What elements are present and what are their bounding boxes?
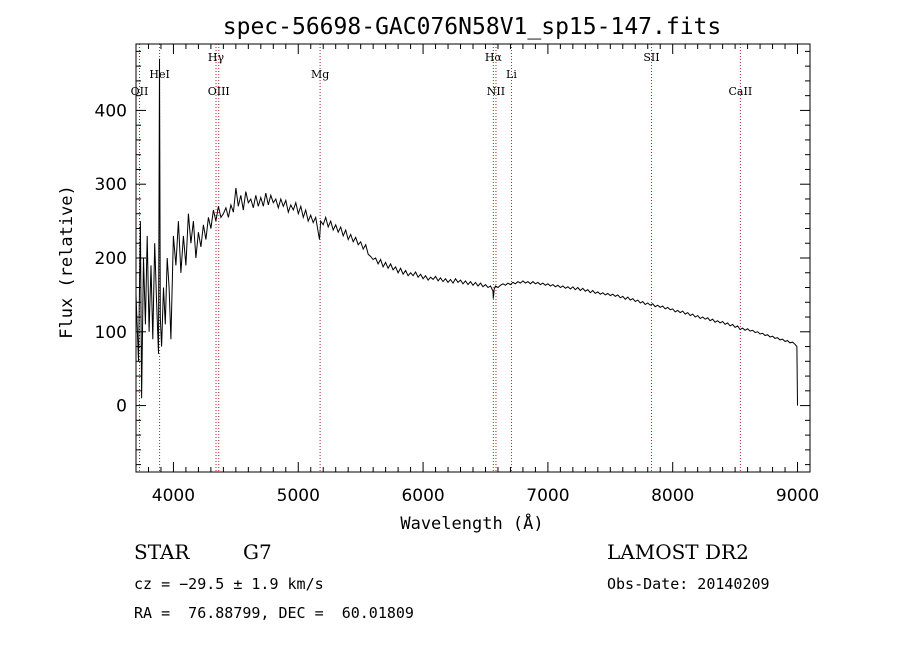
- x-axis-label: Wavelength (Å): [400, 512, 543, 534]
- marker-label: Li: [506, 68, 517, 81]
- x-axis-ticks: 4000 5000 6000 7000 8000 9000: [135, 44, 819, 506]
- survey-name: LAMOST DR2: [607, 540, 749, 564]
- spectrum-line: [135, 58, 798, 406]
- marker-label: Hγ: [208, 51, 225, 64]
- redshift-velocity: cz = −29.5 ± 1.9 km/s: [134, 575, 324, 593]
- chart-title: spec-56698-GAC076N58V1_sp15-147.fits: [223, 14, 722, 40]
- marker-label: OIII: [208, 85, 230, 98]
- y-tick-label: 400: [95, 101, 127, 121]
- x-tick-label: 7000: [526, 486, 569, 506]
- x-tick-label: 5000: [277, 486, 320, 506]
- y-axis-label: Flux (relative): [57, 185, 77, 339]
- y-tick-label: 200: [95, 249, 127, 269]
- y-tick-label: 100: [95, 323, 127, 343]
- marker-label: OII: [131, 85, 149, 98]
- marker-label: Mg: [311, 68, 329, 81]
- y-tick-label: 300: [95, 175, 127, 195]
- spectrum-series: [135, 58, 798, 406]
- marker-label: Hα: [485, 51, 503, 64]
- plot-frame: [135, 43, 811, 473]
- marker-label: NII: [487, 85, 505, 98]
- y-axis-ticks: 0 100 200 300 400: [95, 50, 810, 466]
- y-tick-label: 0: [116, 397, 127, 417]
- x-tick-label: 6000: [401, 486, 444, 506]
- marker-label: SII: [643, 51, 659, 64]
- x-tick-label: 4000: [152, 486, 195, 506]
- x-tick-label: 8000: [651, 486, 694, 506]
- x-tick-label: 9000: [776, 486, 819, 506]
- coordinates: RA = 76.88799, DEC = 60.01809: [134, 604, 414, 622]
- observation-date: Obs-Date: 20140209: [607, 575, 770, 593]
- subclass: G7: [243, 540, 272, 564]
- marker-label: CaII: [729, 85, 753, 98]
- object-class: STAR: [134, 540, 190, 564]
